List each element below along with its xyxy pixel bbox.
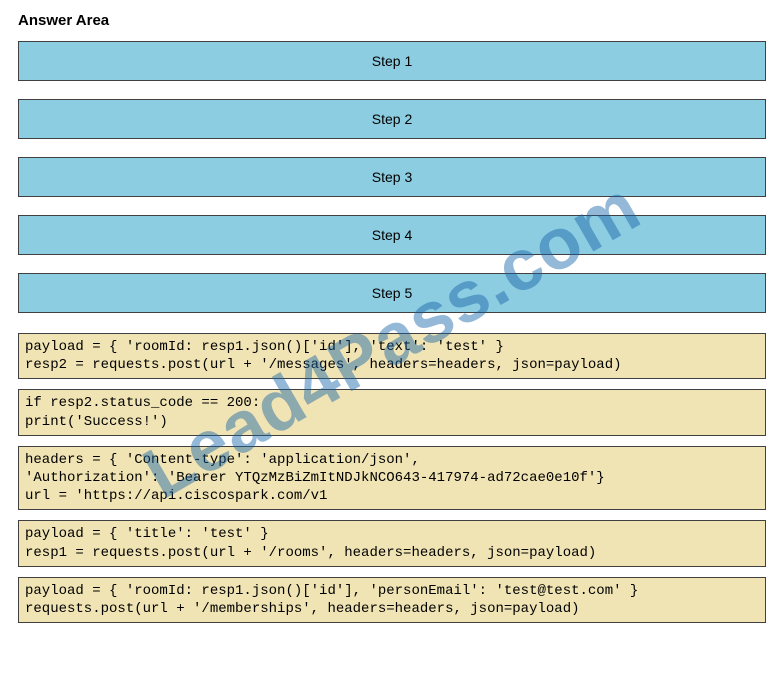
step-label: Step 5 <box>372 285 412 301</box>
code-block-4[interactable]: payload = { 'title': 'test' } resp1 = re… <box>18 520 766 566</box>
code-block-5[interactable]: payload = { 'roomId: resp1.json()['id'],… <box>18 577 766 623</box>
code-block-3[interactable]: headers = { 'Content-type': 'application… <box>18 446 766 511</box>
code-options-section: payload = { 'roomId: resp1.json()['id'],… <box>18 333 766 623</box>
step-box-4[interactable]: Step 4 <box>18 215 766 255</box>
step-box-2[interactable]: Step 2 <box>18 99 766 139</box>
step-box-1[interactable]: Step 1 <box>18 41 766 81</box>
answer-area-container: Answer Area Step 1 Step 2 Step 3 Step 4 … <box>0 0 784 645</box>
step-box-5[interactable]: Step 5 <box>18 273 766 313</box>
code-block-2[interactable]: if resp2.status_code == 200: print('Succ… <box>18 389 766 435</box>
step-label: Step 2 <box>372 111 412 127</box>
step-label: Step 3 <box>372 169 412 185</box>
step-box-3[interactable]: Step 3 <box>18 157 766 197</box>
step-label: Step 4 <box>372 227 412 243</box>
page-title: Answer Area <box>18 12 766 29</box>
step-label: Step 1 <box>372 53 412 69</box>
code-block-1[interactable]: payload = { 'roomId: resp1.json()['id'],… <box>18 333 766 379</box>
